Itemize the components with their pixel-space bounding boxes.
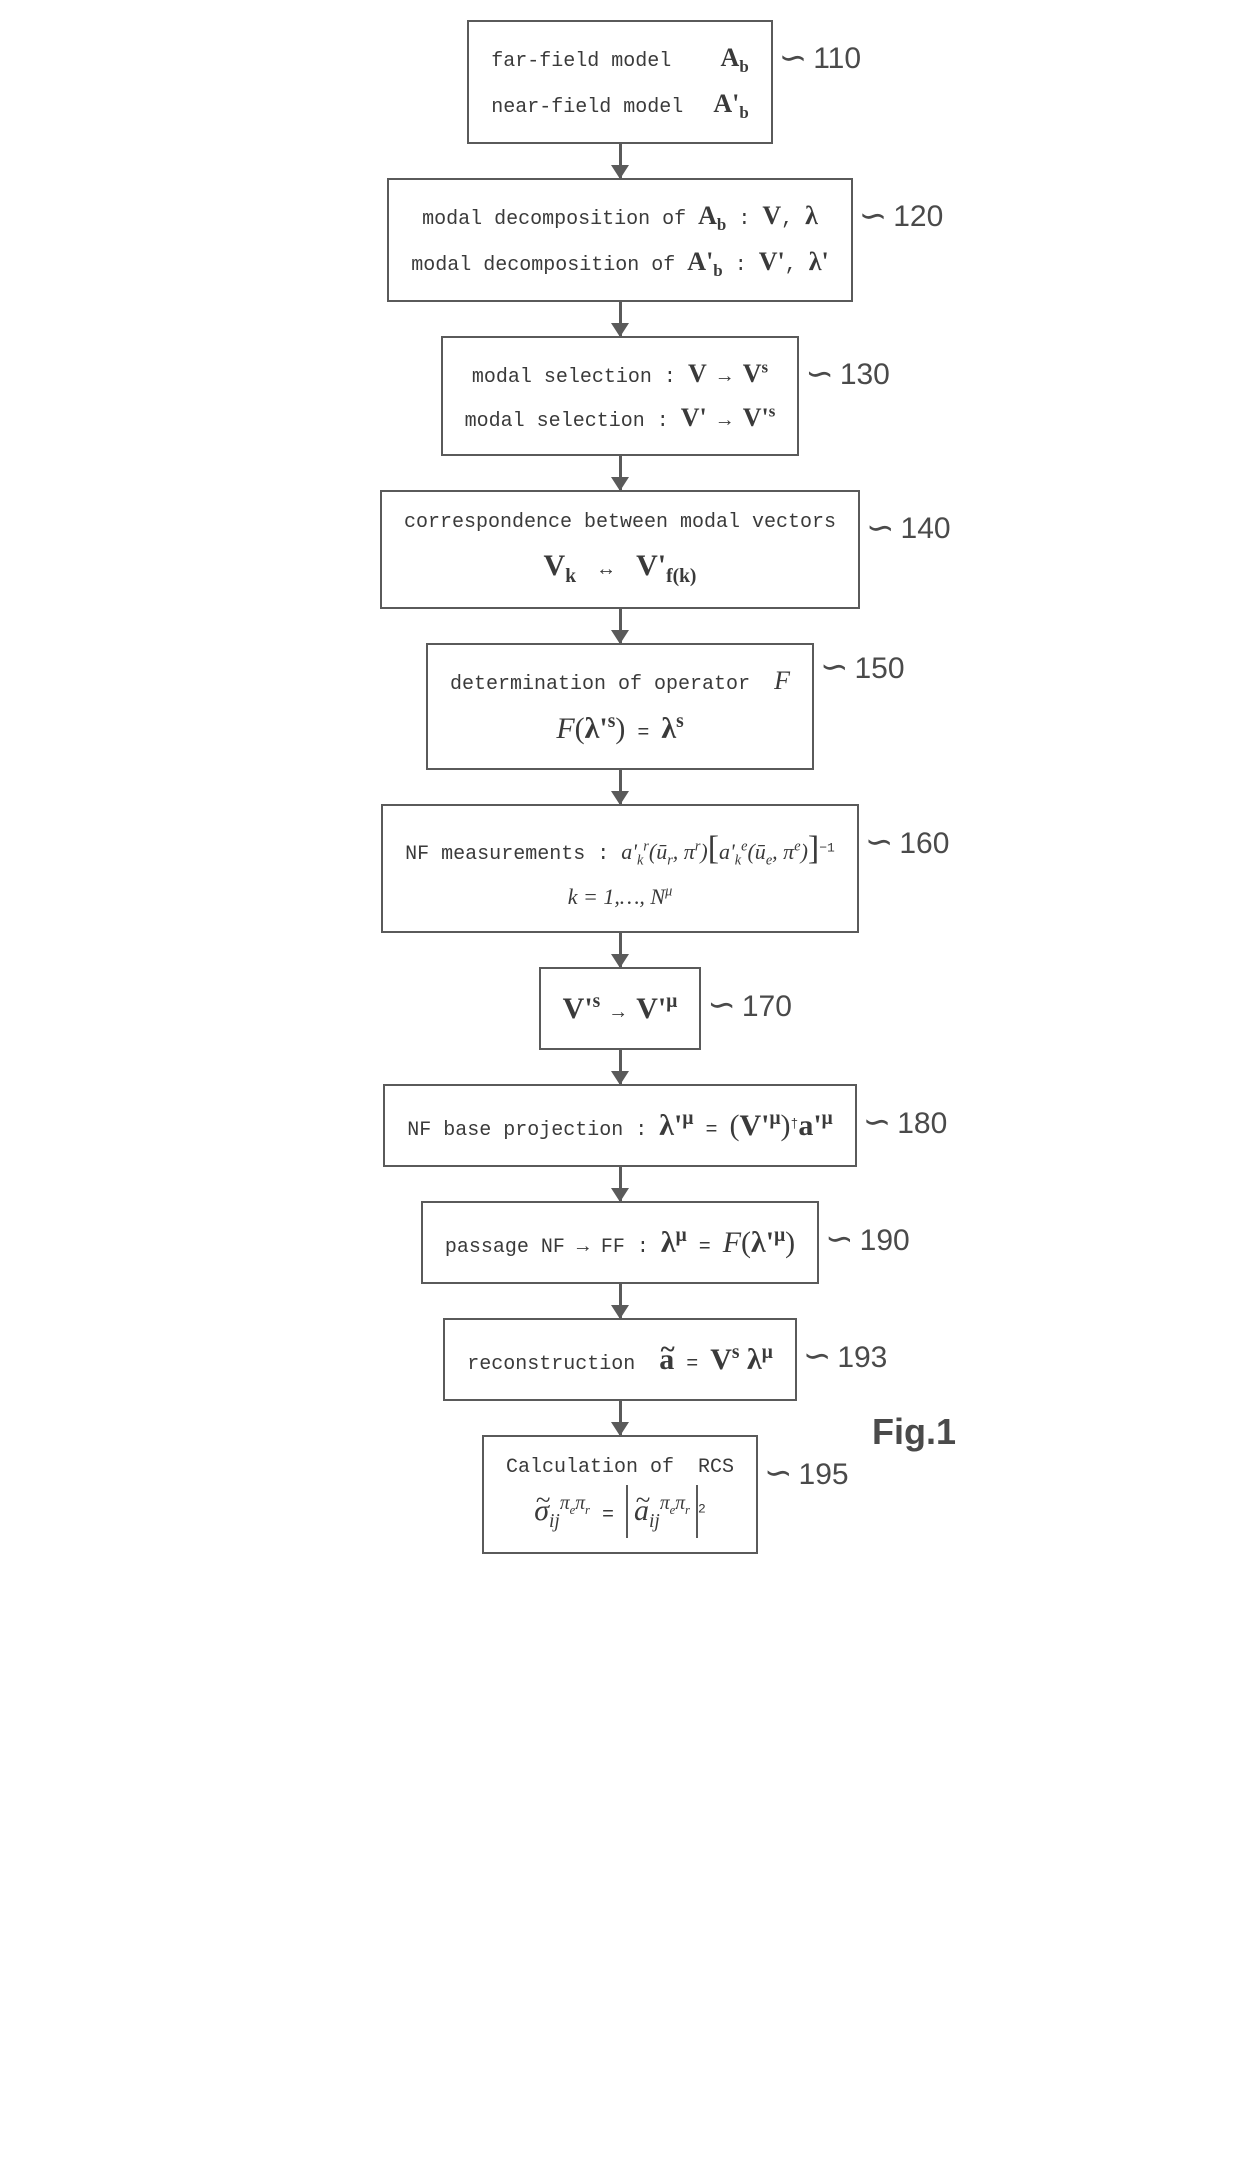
arrow (619, 609, 622, 643)
arrow (619, 1284, 622, 1318)
figure-label: Fig.1 (872, 1401, 956, 1462)
box-110: far-field model Ab near-field model A'b … (467, 20, 772, 144)
box-150-l1: determination of operator F (450, 659, 790, 703)
box-110-l1-left: far-field model (491, 45, 671, 79)
box-160: NF measurements : a'kr(ūr, πr)[a'ke(ūe, … (381, 804, 859, 933)
label-160: ∽160 (857, 814, 950, 872)
arrow (619, 1401, 622, 1435)
box-140-l1: correspondence between modal vectors (404, 506, 836, 540)
box-130-l2: modal selection : V' → V's (465, 396, 776, 440)
box-150: determination of operator F F(λ's) = λs … (426, 643, 814, 770)
box-120-l2: modal decomposition of A'b : V', λ' (411, 240, 828, 286)
arrow (619, 1167, 622, 1201)
box-190-l1: passage NF → FF : λμ = F(λ'μ) (445, 1217, 795, 1268)
arrow (619, 144, 622, 178)
box-160-l2: k = 1,…, Nμ (405, 878, 835, 917)
label-195: ∽195 (756, 1445, 849, 1503)
box-130: modal selection : V → Vs modal selection… (441, 336, 800, 456)
label-120: ∽120 (851, 188, 944, 246)
box-110-l1-right: Ab (721, 36, 749, 82)
arrow (619, 302, 622, 336)
arrow (619, 1050, 622, 1084)
label-140: ∽140 (858, 500, 951, 558)
label-170: ∽170 (699, 977, 792, 1035)
box-190: passage NF → FF : λμ = F(λ'μ) ∽190 (421, 1201, 819, 1284)
box-130-l1: modal selection : V → Vs (465, 352, 776, 396)
flowchart: far-field model Ab near-field model A'b … (220, 20, 1020, 1554)
label-110: ∽110 (771, 30, 861, 88)
box-170: V's → V'μ ∽170 (539, 967, 702, 1050)
box-120: modal decomposition of Ab : V, λ modal d… (387, 178, 852, 302)
label-190: ∽190 (817, 1211, 910, 1269)
label-193: ∽193 (795, 1328, 888, 1386)
label-180: ∽180 (855, 1094, 948, 1152)
arrow (619, 456, 622, 490)
box-150-l2: F(λ's) = λs (450, 703, 790, 754)
box-110-l2-right: A'b (713, 82, 748, 128)
box-160-l1: NF measurements : a'kr(ūr, πr)[a'ke(ūe, … (405, 820, 835, 878)
label-130: ∽130 (797, 346, 890, 404)
arrow (619, 770, 622, 804)
box-140: correspondence between modal vectors Vk … (380, 490, 860, 609)
box-195: Calculation of RCS σijπeπr = aijπeπr2 ∽1… (482, 1435, 758, 1554)
box-140-l2: Vk ↔ V'f(k) (404, 540, 836, 593)
label-150: ∽150 (812, 639, 905, 697)
box-110-l2-left: near-field model (491, 91, 683, 125)
box-195-l2: σijπeπr = aijπeπr2 (506, 1485, 734, 1538)
box-193: reconstruction a = Vs λμ ∽193 (443, 1318, 797, 1401)
box-180: NF base projection : λ'μ = (V'μ)†a'μ ∽18… (383, 1084, 856, 1167)
box-180-l1: NF base projection : λ'μ = (V'μ)†a'μ (407, 1100, 832, 1151)
box-120-l1: modal decomposition of Ab : V, λ (411, 194, 828, 240)
box-193-l1: reconstruction a = Vs λμ (467, 1334, 773, 1385)
arrow (619, 933, 622, 967)
box-170-l1: V's → V'μ (563, 983, 678, 1034)
